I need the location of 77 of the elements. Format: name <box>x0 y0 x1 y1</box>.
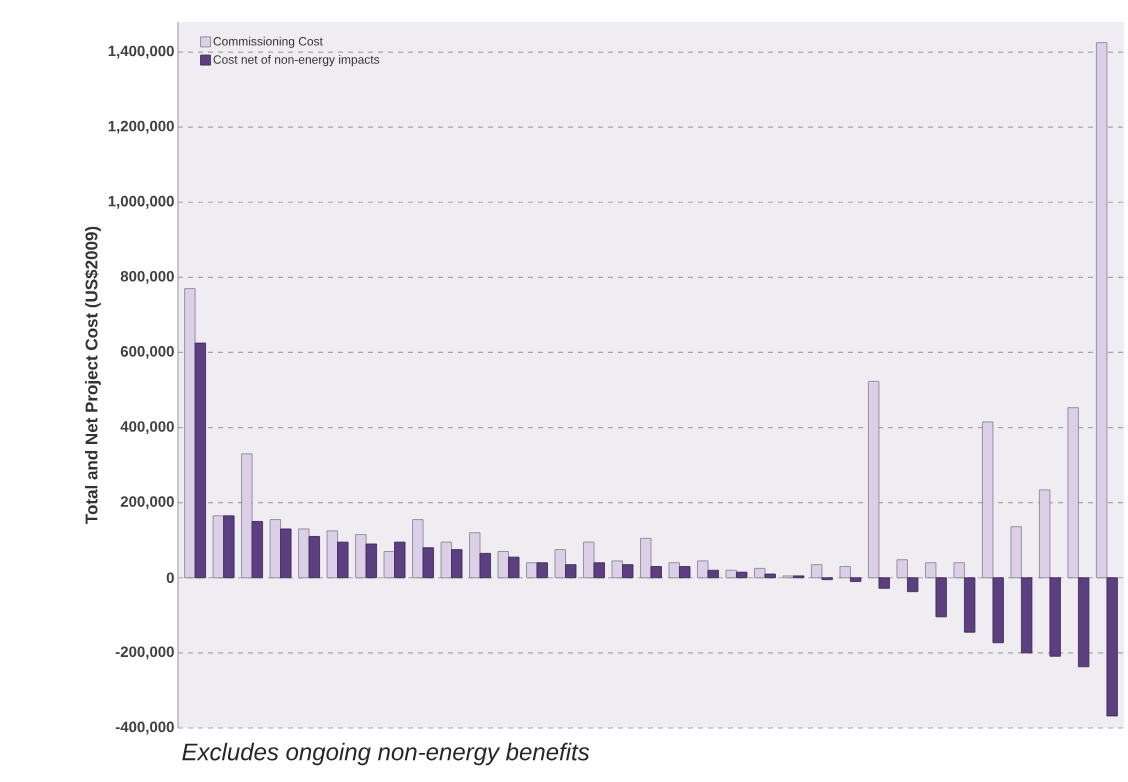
legend-label: Commissioning Cost <box>213 36 323 48</box>
bar <box>223 515 235 579</box>
bar <box>1096 42 1108 579</box>
bar <box>1106 577 1118 717</box>
bar <box>536 562 548 579</box>
bar <box>736 571 748 579</box>
bar <box>497 551 509 579</box>
bar <box>1078 577 1090 668</box>
bar <box>280 528 292 579</box>
bar <box>1067 407 1079 579</box>
bar <box>850 577 862 582</box>
bar <box>925 562 937 579</box>
bar <box>383 551 395 579</box>
bar <box>593 562 605 579</box>
bar <box>725 569 737 579</box>
bar <box>308 536 320 579</box>
bar <box>697 560 709 579</box>
bar <box>668 562 680 579</box>
bar <box>982 421 994 579</box>
bar <box>640 537 652 579</box>
bar <box>1021 577 1033 654</box>
bar <box>194 342 206 579</box>
y-tick-label: -400,000 <box>115 721 174 735</box>
bar <box>679 566 691 579</box>
y-tick-label: 600,000 <box>120 346 174 359</box>
bar <box>868 380 880 579</box>
bar <box>412 519 424 579</box>
bar <box>992 577 1004 644</box>
bar <box>754 567 766 579</box>
bar <box>394 541 406 579</box>
bar <box>479 552 491 579</box>
bar <box>298 528 310 579</box>
bar <box>707 569 719 579</box>
y-tick-label: 400,000 <box>120 421 174 434</box>
y-tick-label: 1,200,000 <box>108 120 174 134</box>
y-tick-label: 200,000 <box>120 496 174 510</box>
bar <box>337 541 349 579</box>
bar <box>508 556 520 579</box>
bar <box>269 519 281 579</box>
bar <box>251 521 263 579</box>
legend-label: Cost net of non-energy impacts <box>213 54 380 67</box>
bar <box>554 549 566 579</box>
bar <box>964 577 976 633</box>
bar <box>811 564 823 579</box>
bar <box>907 577 919 593</box>
bar <box>764 573 776 579</box>
bar <box>953 562 965 579</box>
bar <box>565 564 577 579</box>
bar <box>469 532 481 579</box>
bar <box>440 541 452 579</box>
bar <box>326 530 338 579</box>
bar <box>896 559 908 579</box>
y-tick-label: 0 <box>166 572 174 584</box>
text: Excludes ongoing non-energy benefits <box>182 742 590 766</box>
y-tick-label: -200,000 <box>115 646 174 660</box>
bar <box>526 562 538 579</box>
bar <box>241 453 253 579</box>
bar <box>1010 526 1022 579</box>
bar <box>1049 577 1061 657</box>
y-tick-label: 800,000 <box>120 270 174 284</box>
y-axis-title: Total and Net Project Cost (US$2009) <box>84 226 101 524</box>
bar <box>355 534 367 579</box>
bar <box>365 543 377 579</box>
bar <box>650 566 662 579</box>
y-tick-label: 1,000,000 <box>108 195 174 209</box>
bar <box>622 564 634 579</box>
bar <box>1039 489 1051 579</box>
bar <box>184 288 196 579</box>
bar <box>839 566 851 579</box>
bar <box>212 515 224 579</box>
bar <box>451 549 463 579</box>
bar <box>611 560 623 579</box>
bar <box>935 577 947 618</box>
bar <box>878 577 890 589</box>
y-tick-label: 1,400,000 <box>108 45 174 59</box>
bar <box>583 541 595 579</box>
bar <box>422 547 434 579</box>
